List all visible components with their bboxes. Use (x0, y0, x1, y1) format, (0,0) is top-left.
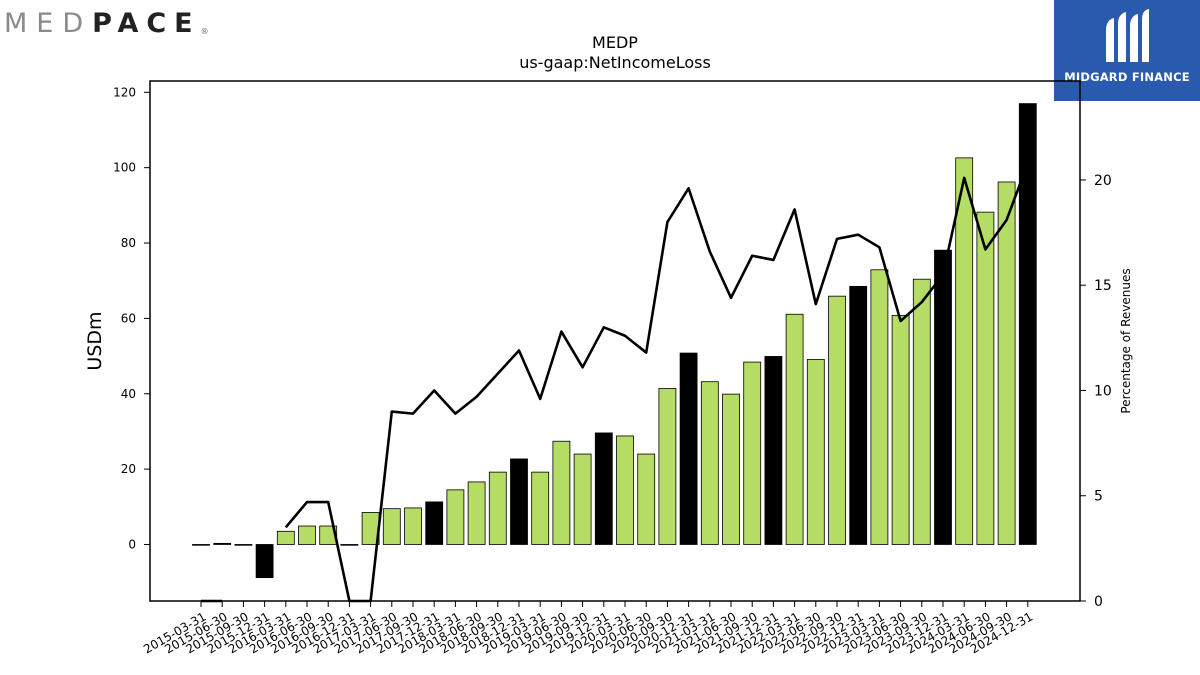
bar-2024-12-31 (1018, 103, 1037, 545)
bar-2021-09-30 (743, 361, 762, 545)
bar-2024-06-30 (976, 211, 995, 545)
y-axis-label: USDm (84, 311, 106, 370)
chart-subtitle: us-gaap:NetIncomeLoss (519, 53, 711, 72)
y2-tick-label: 5 (1094, 489, 1103, 505)
midgard-emblem-icon (1106, 9, 1149, 62)
bar-2023-03-31 (870, 269, 889, 545)
bar-2016-06-30 (298, 525, 316, 545)
bar-2017-12-31 (425, 501, 444, 545)
bar-2019-03-31 (531, 471, 550, 545)
bar-2018-06-30 (467, 481, 486, 545)
medpace-logo: MED PACE ® (4, 6, 209, 40)
y-tick-label: 40 (121, 387, 136, 401)
bar-2018-12-31 (510, 458, 528, 545)
x-axis: 2015-03-312015-06-302015-09-302015-12-31… (141, 601, 1035, 656)
bar-2024-09-30 (997, 181, 1016, 545)
y2-axis-label: Percentage of Revenues (1119, 268, 1133, 413)
bar-2016-12-31 (340, 544, 359, 546)
bar-2016-09-30 (319, 525, 338, 545)
bar-2020-12-31 (679, 352, 698, 545)
bar-2018-09-30 (488, 471, 507, 545)
bar-2022-03-31 (785, 313, 804, 545)
bar-2015-09-30 (234, 544, 253, 546)
bar-2015-06-30 (213, 542, 232, 545)
y-tick-label: 60 (121, 311, 136, 325)
bar-2015-03-31 (192, 544, 210, 546)
y2-tick-label: 20 (1094, 173, 1112, 189)
bar-2017-09-30 (404, 507, 422, 545)
bar-2022-09-30 (828, 295, 846, 545)
bar-2016-03-31 (276, 530, 295, 545)
bar-2015-12-31 (255, 544, 274, 579)
y-tick-label: 80 (121, 236, 136, 250)
bar-2020-09-30 (658, 388, 677, 545)
y-tick-label: 0 (128, 537, 136, 551)
bar-2021-12-31 (764, 356, 783, 545)
bar-2019-12-31 (594, 432, 613, 545)
midgard-brand-name: MIDGARD FINANCE (1064, 70, 1190, 84)
y-axis-right: 0 5 10 15 20 (1080, 173, 1112, 610)
bar-2017-06-30 (382, 508, 401, 545)
y2-tick-label: 0 (1094, 594, 1103, 610)
bar-2024-03-31 (955, 157, 974, 545)
logo-registered: ® (200, 27, 209, 36)
bar-2020-06-30 (637, 453, 656, 545)
y-tick-label: 120 (113, 85, 136, 99)
percentage-line-segment-2 (284, 162, 1030, 603)
logo-text-med: MED (4, 7, 93, 39)
chart-title: MEDP (592, 33, 638, 52)
bar-2022-06-30 (806, 359, 825, 545)
y2-tick-label: 15 (1094, 278, 1112, 294)
midgard-finance-logo: MIDGARD FINANCE (1054, 0, 1200, 101)
bar-2021-03-31 (700, 381, 719, 545)
bar-2018-03-31 (446, 489, 465, 545)
bar-2023-06-30 (891, 314, 910, 545)
bar-2022-12-31 (849, 285, 868, 545)
bar-2023-09-30 (912, 278, 931, 545)
bar-2020-03-31 (616, 435, 634, 545)
bar-2019-06-30 (552, 440, 571, 545)
logo-text-pace: PACE (92, 7, 201, 39)
plot-frame (149, 80, 1081, 602)
y-tick-label: 20 (121, 462, 136, 476)
bar-series (192, 103, 1037, 579)
y-axis-left: 0 20 40 60 80 100 120 (113, 85, 150, 551)
bar-2023-12-31 (934, 249, 952, 545)
bar-2019-09-30 (573, 453, 592, 545)
y-tick-label: 100 (113, 161, 136, 175)
bar-2021-06-30 (722, 393, 740, 545)
y2-tick-label: 10 (1094, 383, 1112, 399)
